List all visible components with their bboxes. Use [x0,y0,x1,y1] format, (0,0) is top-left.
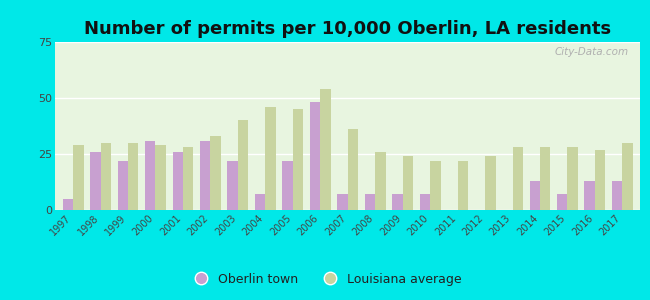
Bar [211,136,221,210]
Bar [540,147,551,210]
Bar [172,152,183,210]
Bar [337,194,348,210]
Bar [375,152,385,210]
Bar [557,194,567,210]
Legend: Oberlin town, Louisiana average: Oberlin town, Louisiana average [183,268,467,291]
Bar [101,143,111,210]
Bar [430,161,441,210]
Bar [292,109,304,210]
Bar [612,181,623,210]
Bar [485,156,495,210]
Bar [118,161,128,210]
Bar [265,107,276,210]
Bar [584,181,595,210]
Bar [90,152,101,210]
Bar [420,194,430,210]
Bar [458,161,468,210]
Bar [282,161,293,210]
Bar [348,129,358,210]
Bar [320,89,331,210]
Bar [128,143,138,210]
Bar [310,103,320,210]
Bar [403,156,413,210]
Bar [62,199,73,210]
Bar [392,194,403,210]
Bar [227,161,238,210]
Bar [238,120,248,210]
Bar [595,149,605,210]
Bar [567,147,578,210]
Bar [255,194,265,210]
Bar [623,143,633,210]
Bar [73,145,84,210]
Bar [513,147,523,210]
Text: City-Data.com: City-Data.com [554,47,629,57]
Bar [155,145,166,210]
Bar [145,141,155,210]
Bar [365,194,375,210]
Bar [200,141,211,210]
Bar [530,181,540,210]
Bar [183,147,194,210]
Title: Number of permits per 10,000 Oberlin, LA residents: Number of permits per 10,000 Oberlin, LA… [84,20,611,38]
